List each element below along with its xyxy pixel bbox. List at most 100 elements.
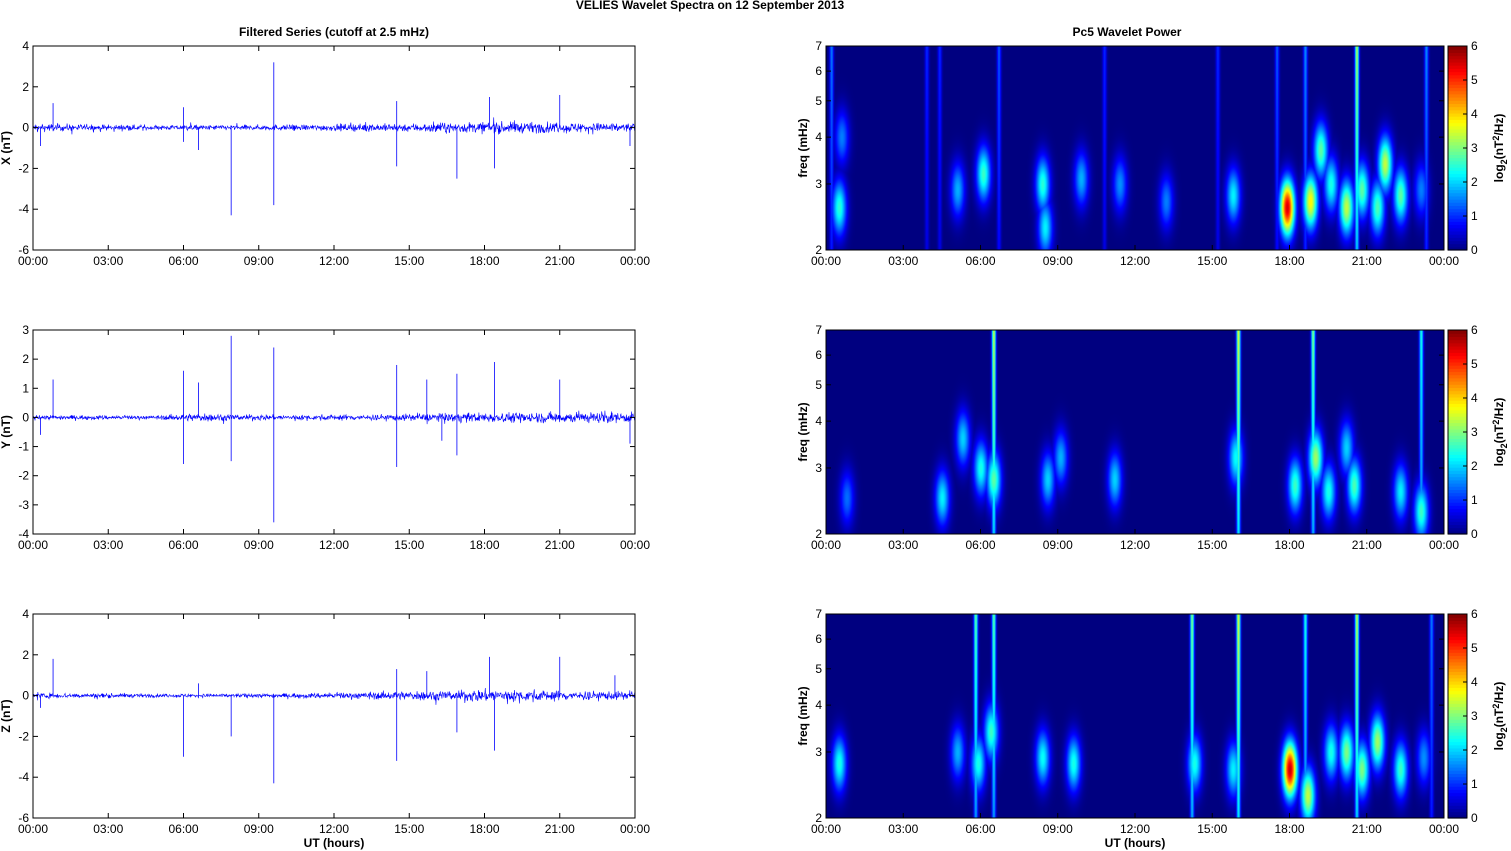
y-tick-label: 5 bbox=[815, 662, 822, 676]
colorbar-band bbox=[1448, 649, 1467, 653]
colorbar-band bbox=[1448, 716, 1467, 720]
colorbar-band bbox=[1448, 802, 1467, 806]
colorbar-tick-label: 2 bbox=[1471, 175, 1478, 189]
colorbar-band bbox=[1448, 109, 1467, 114]
colorbar-band bbox=[1448, 505, 1467, 510]
colorbar-tick-label: 3 bbox=[1471, 141, 1478, 155]
colorbar-band bbox=[1448, 103, 1467, 108]
colorbar-band bbox=[1448, 770, 1467, 774]
colorbar-band bbox=[1448, 658, 1467, 663]
colorbar-band bbox=[1448, 728, 1467, 733]
colorbar-label-part: 2 bbox=[1499, 159, 1509, 164]
y-tick-label: -4 bbox=[18, 770, 29, 784]
axes-frame bbox=[32, 329, 636, 535]
colorbar-band bbox=[1448, 173, 1467, 178]
colorbar-band bbox=[1448, 342, 1467, 347]
y-tick-label: 6 bbox=[815, 64, 822, 78]
colorbar-band bbox=[1448, 202, 1467, 206]
colorbar-band bbox=[1448, 195, 1467, 200]
x-tick-label: 00:00 bbox=[620, 254, 650, 268]
colorbar-label-part: 2 bbox=[1491, 704, 1501, 709]
y-tick-label: 6 bbox=[815, 348, 822, 362]
colorbar-band bbox=[1448, 65, 1467, 69]
colorbar-band bbox=[1448, 199, 1467, 203]
colorbar-band bbox=[1448, 524, 1467, 529]
colorbar-band bbox=[1448, 671, 1467, 676]
colorbar-band bbox=[1448, 186, 1467, 191]
x-tick-label: 06:00 bbox=[168, 822, 198, 836]
y-axis-label: freq (mHz) bbox=[796, 402, 810, 461]
x-tick-label: 15:00 bbox=[1197, 822, 1227, 836]
colorbar-band bbox=[1448, 349, 1467, 353]
colorbar-band bbox=[1448, 795, 1467, 800]
y-tick-label: -6 bbox=[18, 243, 29, 257]
colorbar-band bbox=[1448, 128, 1467, 133]
x-tick-label: 06:00 bbox=[965, 254, 995, 268]
colorbar-tick-label: 0 bbox=[1471, 243, 1478, 257]
colorbar-band bbox=[1448, 782, 1467, 787]
y-axis-label: freq (mHz) bbox=[796, 118, 810, 177]
colorbar-band bbox=[1448, 735, 1467, 739]
colorbar-label-part: log bbox=[1492, 164, 1506, 182]
x-axis-label: UT (hours) bbox=[1105, 836, 1166, 850]
x-tick-label: 03:00 bbox=[93, 822, 123, 836]
colorbar-band bbox=[1448, 403, 1467, 408]
colorbar-band bbox=[1448, 498, 1467, 503]
wavelet-panel-1: 2 3 4 5 6 7 00:00 03:00 06:00 09:00 12:00 15:00 18:0… bbox=[796, 323, 1509, 552]
colorbar-band bbox=[1448, 460, 1467, 465]
colorbar-band bbox=[1448, 221, 1467, 226]
colorbar-band bbox=[1448, 629, 1467, 634]
timeseries-panel-2: -6 -4 -2 0 2 4 00:00 03:00 06:00 09:00 12:00 15:00 1… bbox=[0, 607, 650, 850]
x-tick-label: 09:00 bbox=[244, 538, 274, 552]
colorbar-band bbox=[1448, 116, 1467, 120]
colorbar-band bbox=[1448, 703, 1467, 708]
x-tick-label: 21:00 bbox=[1352, 254, 1382, 268]
colorbar-band bbox=[1448, 779, 1467, 784]
colorbar-band bbox=[1448, 623, 1467, 628]
colorbar-band bbox=[1448, 208, 1467, 213]
x-tick-label: 12:00 bbox=[319, 538, 349, 552]
colorbar-band bbox=[1448, 151, 1467, 155]
colorbar-band bbox=[1448, 722, 1467, 727]
x-tick-label: 03:00 bbox=[93, 254, 123, 268]
colorbar-band bbox=[1448, 700, 1467, 704]
y-tick-label: -4 bbox=[18, 527, 29, 541]
colorbar-band bbox=[1448, 435, 1467, 439]
colorbar-band bbox=[1448, 767, 1467, 771]
colorbar-band bbox=[1448, 390, 1467, 395]
colorbar-band bbox=[1448, 97, 1467, 101]
x-tick-label: 00:00 bbox=[18, 538, 48, 552]
colorbar-band bbox=[1448, 122, 1467, 127]
x-tick-label: 00:00 bbox=[811, 538, 841, 552]
colorbar-band bbox=[1448, 330, 1467, 334]
x-tick-label: 06:00 bbox=[168, 254, 198, 268]
colorbar-band bbox=[1448, 470, 1467, 475]
x-tick-label: 21:00 bbox=[545, 254, 575, 268]
y-tick-label: -2 bbox=[18, 161, 29, 175]
y-tick-label: 0 bbox=[22, 689, 29, 703]
colorbar-band bbox=[1448, 457, 1467, 462]
colorbar-band bbox=[1448, 183, 1467, 187]
colorbar-band bbox=[1448, 179, 1467, 184]
colorbar-band bbox=[1448, 690, 1467, 695]
colorbar-band bbox=[1448, 237, 1467, 242]
timeseries-panel-0: -6 -4 -2 0 2 4 00:00 03:00 06:00 09:00 12:00 15:00 1… bbox=[0, 39, 650, 268]
x-tick-label: 03:00 bbox=[93, 538, 123, 552]
colorbar-band bbox=[1448, 808, 1467, 813]
colorbar-band bbox=[1448, 680, 1467, 685]
colorbar-label-part: 2 bbox=[1491, 136, 1501, 141]
colorbar-tick-label: 1 bbox=[1471, 493, 1478, 507]
axes-frame bbox=[32, 45, 636, 251]
x-tick-label: 21:00 bbox=[545, 538, 575, 552]
colorbar-band bbox=[1448, 125, 1467, 130]
colorbar-band bbox=[1448, 218, 1467, 222]
x-tick-label: 06:00 bbox=[965, 822, 995, 836]
colorbar-band bbox=[1448, 61, 1467, 66]
colorbar-label-part: (nT bbox=[1492, 424, 1506, 443]
y-axis-label: freq (mHz) bbox=[796, 686, 810, 745]
colorbar-band bbox=[1448, 368, 1467, 373]
colorbar-tick-label: 6 bbox=[1471, 607, 1478, 621]
colorbar-label: log2(nT2/Hz) bbox=[1491, 398, 1509, 467]
